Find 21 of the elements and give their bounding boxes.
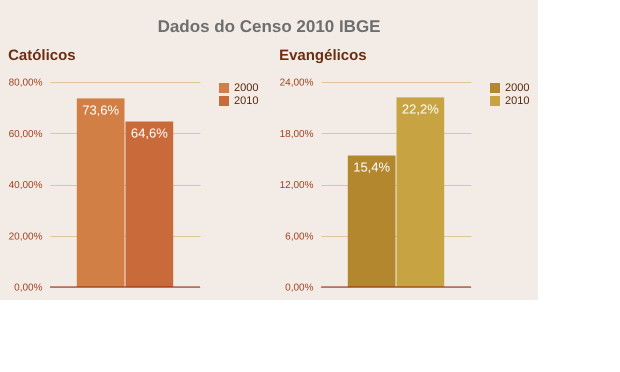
data-label: 73,6% <box>82 102 120 118</box>
legend-label: 2000 <box>234 82 258 94</box>
y-tick-label: 6,00% <box>285 231 314 242</box>
text: Dados do Censo 2010 IBGE <box>158 17 381 36</box>
y-tick-label: 0,00% <box>285 282 314 294</box>
chart-title: Católicos <box>8 47 76 64</box>
y-tick-label: 20,00% <box>8 231 43 242</box>
y-tick-label: 24,00% <box>280 78 314 88</box>
y-tick-label: 12,00% <box>280 180 314 191</box>
data-label: 15,4% <box>353 159 391 174</box>
y-tick-label: 18,00% <box>280 128 314 140</box>
chart-title: Evangélicos <box>279 47 367 64</box>
y-tick-label: 80,00% <box>8 78 43 88</box>
legend-label: 2010 <box>234 95 258 107</box>
y-tick-label: 0,00% <box>14 282 43 294</box>
data-label: 64,6% <box>130 125 168 140</box>
y-tick-label: 60,00% <box>8 128 43 140</box>
y-tick-label: 40,00% <box>8 180 43 191</box>
legend-label: 2000 <box>505 82 530 94</box>
legend-label: 2010 <box>505 95 530 107</box>
data-label: 22,2% <box>402 101 440 116</box>
